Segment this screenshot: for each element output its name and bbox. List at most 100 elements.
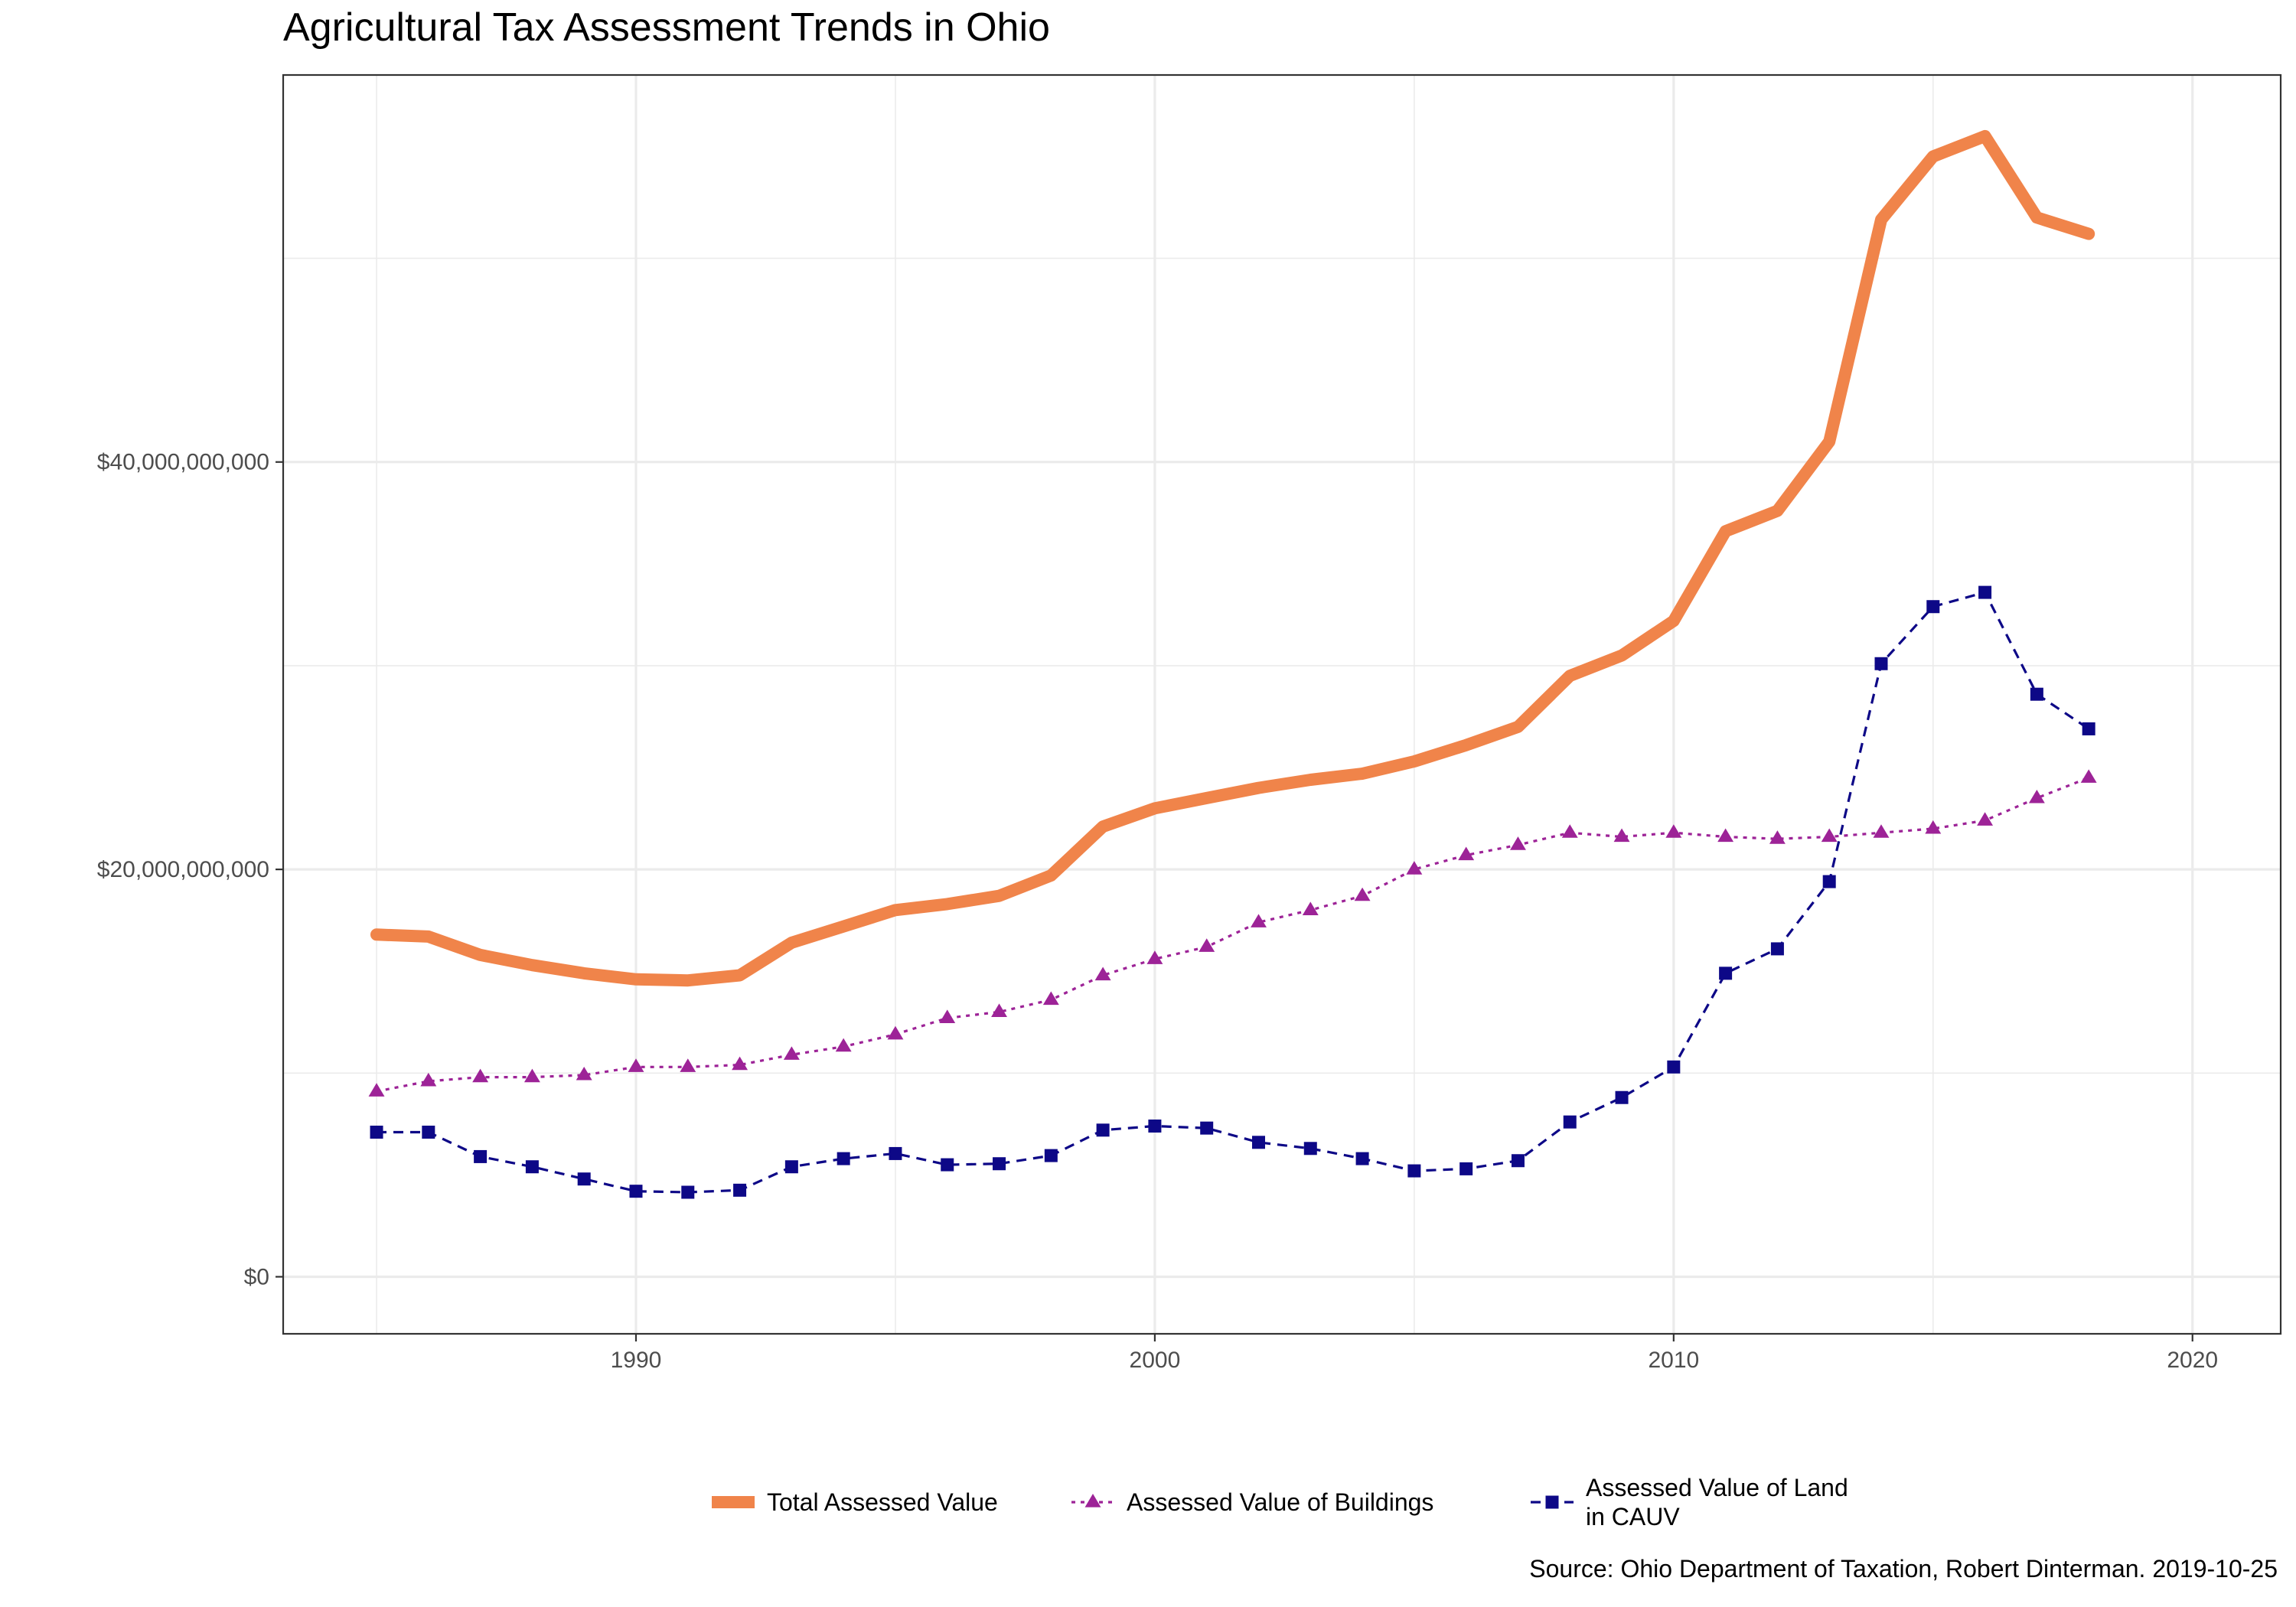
x-axis: 1990 2000 2010 2020 <box>611 1334 2218 1373</box>
data-point-triangle <box>1873 824 1890 838</box>
chart-title: Agricultural Tax Assessment Trends in Oh… <box>283 5 1050 50</box>
data-point-square <box>1667 1060 1681 1074</box>
data-point-square <box>1770 942 1784 956</box>
data-point-triangle <box>523 1068 540 1083</box>
data-point-square <box>2030 687 2043 701</box>
data-point-triangle <box>1406 861 1423 875</box>
data-point-triangle <box>732 1056 748 1071</box>
data-point-square <box>2082 722 2095 735</box>
data-point-triangle <box>991 1003 1007 1018</box>
data-point-square <box>733 1183 747 1197</box>
data-point-square <box>1615 1090 1629 1104</box>
data-point-triangle <box>1561 824 1578 838</box>
data-point-triangle <box>1302 901 1319 915</box>
y-axis: $0 $20,000,000,000 $40,000,000,000 <box>97 450 283 1289</box>
data-point-triangle <box>939 1009 956 1024</box>
legend-label: Assessed Value of Buildings <box>1127 1488 1433 1516</box>
data-point-square <box>1978 585 1992 599</box>
data-point-square <box>577 1172 591 1186</box>
legend-key-marker <box>1545 1495 1559 1509</box>
x-tick-label: 2010 <box>1648 1348 1699 1373</box>
y-tick-label: $0 <box>244 1264 269 1289</box>
series-total-assessed-value <box>370 129 2095 987</box>
series-layer <box>368 129 2097 1199</box>
data-point-square <box>1511 1154 1525 1168</box>
data-point-triangle <box>420 1072 437 1087</box>
data-point-triangle <box>2080 769 2097 783</box>
data-point-triangle <box>576 1066 592 1081</box>
data-point-triangle <box>680 1058 696 1072</box>
data-point-square <box>1251 1136 1265 1149</box>
minor-grid <box>283 75 2281 1334</box>
legend: Total Assessed Value Assessed Value of Bu… <box>712 1474 1848 1530</box>
data-point-triangle <box>1199 938 1215 952</box>
y-tick-label: $20,000,000,000 <box>97 857 269 882</box>
data-point-triangle <box>1510 836 1526 850</box>
data-point-triangle <box>1354 887 1371 901</box>
legend-label: Total Assessed Value <box>767 1488 998 1516</box>
data-point-square <box>1926 600 1940 614</box>
data-point-square <box>941 1158 954 1172</box>
data-point-square <box>1822 875 1836 888</box>
data-point-triangle <box>1977 812 1994 826</box>
data-point-square <box>422 1125 435 1139</box>
data-point-triangle <box>368 1083 385 1097</box>
data-point-triangle <box>1146 950 1163 964</box>
data-point-triangle <box>472 1068 489 1083</box>
data-point-triangle <box>1094 966 1111 981</box>
data-point-square <box>1044 1149 1058 1162</box>
data-point-triangle <box>887 1025 904 1040</box>
data-point-square <box>1719 966 1733 980</box>
plot-panel-border <box>282 73 2282 1335</box>
y-tick-label: $40,000,000,000 <box>97 450 269 475</box>
chart-caption: Source: Ohio Department of Taxation, Rob… <box>1529 1555 2278 1583</box>
data-point-triangle <box>1458 846 1475 861</box>
series-assessed-value-of-land-in-cauv <box>370 585 2095 1199</box>
data-point-triangle <box>835 1038 852 1052</box>
legend-label: Assessed Value of Land <box>1586 1474 1848 1501</box>
data-point-triangle <box>1665 824 1682 838</box>
data-point-triangle <box>1821 828 1838 843</box>
data-point-triangle <box>1042 991 1059 1006</box>
data-point-square <box>681 1185 695 1199</box>
legend-key-marker <box>1084 1494 1101 1508</box>
data-point-square <box>1563 1115 1577 1129</box>
data-point-triangle <box>1925 820 1942 834</box>
data-point-triangle <box>783 1046 800 1060</box>
series-line <box>376 776 2089 1093</box>
data-point-triangle <box>1251 914 1267 927</box>
data-point-square <box>370 1125 383 1139</box>
x-tick-label: 2000 <box>1130 1348 1181 1373</box>
data-point-square <box>474 1149 488 1163</box>
data-point-square <box>1200 1121 1214 1135</box>
data-point-square <box>629 1185 643 1198</box>
data-point-triangle <box>628 1058 644 1072</box>
data-point-triangle <box>2028 789 2045 804</box>
major-grid <box>283 75 2281 1334</box>
data-point-square <box>993 1157 1006 1171</box>
data-point-square <box>889 1146 902 1160</box>
legend-item: Total Assessed Value <box>712 1488 998 1516</box>
data-point-square <box>837 1152 850 1165</box>
data-point-square <box>1874 657 1888 670</box>
legend-item: Assessed Value of Buildings <box>1071 1488 1433 1516</box>
data-point-triangle <box>1769 830 1786 844</box>
data-point-square <box>1303 1142 1317 1156</box>
legend-label: in CAUV <box>1586 1503 1680 1530</box>
data-point-square <box>1096 1123 1110 1137</box>
data-point-triangle <box>1613 828 1630 843</box>
data-point-square <box>784 1160 798 1174</box>
data-point-square <box>1355 1152 1369 1165</box>
series-line <box>370 129 2095 987</box>
series-assessed-value-of-buildings <box>368 769 2097 1097</box>
x-tick-label: 2020 <box>2167 1348 2218 1373</box>
data-point-square <box>1407 1164 1421 1178</box>
data-point-triangle <box>1717 828 1734 843</box>
plot-panel-background <box>283 75 2281 1334</box>
data-point-square <box>1459 1162 1473 1175</box>
series-line <box>377 591 2090 1194</box>
data-point-square <box>525 1160 539 1174</box>
data-point-square <box>1148 1119 1162 1133</box>
